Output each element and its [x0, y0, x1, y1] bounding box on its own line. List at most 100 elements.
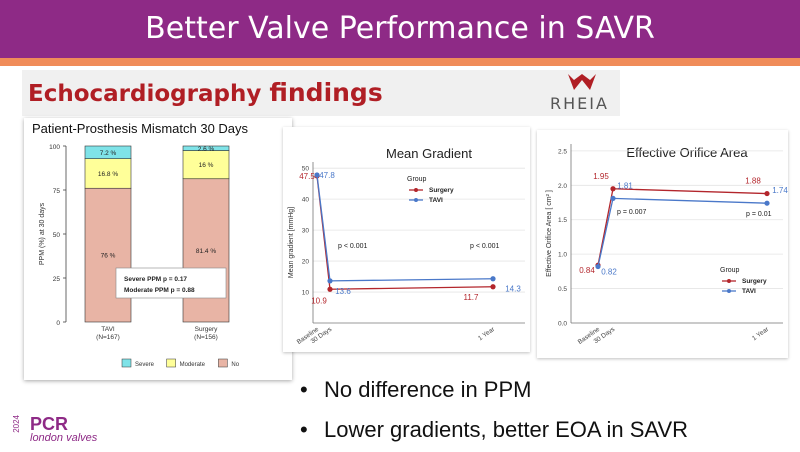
- data-point: [610, 186, 616, 192]
- y-tick-label: 0: [56, 320, 60, 327]
- ppm-bar-severe: [84, 145, 132, 159]
- pcr-logo: PCR: [30, 414, 69, 434]
- x-tick-label: 1 Year: [751, 325, 771, 342]
- eoa-chart: Effective Orifice Area 0.0 0.5 1.0 1.5 2.0 2.5…: [546, 144, 788, 346]
- eoa-panel: [537, 130, 788, 358]
- ppm-bar-severe: [182, 145, 230, 151]
- data-point: [595, 263, 601, 270]
- legend-marker: [727, 289, 731, 293]
- pvalue-annotation: p < 0.001: [470, 243, 499, 250]
- y-axis-label: PPM (%) at 30 days: [39, 202, 46, 265]
- legend-label: Moderate: [180, 362, 206, 368]
- pvalue-annotation: Severe PPM p = 0.17: [124, 276, 187, 283]
- chart-title: Mean Gradient: [386, 146, 472, 161]
- bar-value-label: 16 %: [199, 162, 214, 169]
- pcr-logo-subtitle: london valves: [30, 432, 98, 444]
- value-label: 1.88: [745, 177, 761, 186]
- value-label: 14.3: [505, 285, 521, 294]
- rheia-logo-icon: [568, 74, 596, 90]
- value-label: 1.81: [617, 181, 633, 190]
- ppm-chart-title: Patient-Prosthesis Mismatch 30 Days: [32, 121, 249, 136]
- y-tick-label: 20: [302, 259, 310, 266]
- pvalue-annotation: p < 0.001: [338, 243, 367, 250]
- value-label: 13.6: [335, 287, 351, 296]
- heading-part1: Echocardiography: [28, 81, 262, 107]
- data-point: [314, 172, 320, 178]
- value-label: 0.82: [601, 268, 617, 277]
- y-tick-label: 1.0: [558, 252, 567, 259]
- y-tick-label: 10: [302, 290, 310, 297]
- bullet-item: • No difference in PPM: [300, 372, 688, 412]
- bar-value-label: 2.6 %: [198, 146, 215, 153]
- legend-label: No: [231, 362, 239, 368]
- heading-box: [22, 70, 620, 116]
- ppm-bar-moderate: [84, 158, 132, 189]
- bullet-text: No difference in PPM: [324, 377, 532, 402]
- legend-label: Severe: [135, 362, 155, 368]
- bar-value-label: 81.4 %: [196, 248, 216, 255]
- x-category-label: Surgery: [195, 326, 219, 333]
- accent-line: [0, 58, 800, 66]
- chart-title: Effective Orifice Area: [626, 145, 748, 160]
- legend-marker: [414, 188, 418, 192]
- y-tick-label: 75: [53, 188, 61, 195]
- heading-part2: findings: [269, 78, 383, 107]
- bar-value-label: 16.8 %: [98, 171, 118, 178]
- y-tick-label: 25: [53, 276, 61, 283]
- series-line-surgery: [316, 175, 494, 290]
- legend-label: Surgery: [742, 278, 767, 285]
- y-axis-label: Effective Orifice Area [ cm² ]: [546, 190, 553, 277]
- y-tick-label: 2.0: [558, 183, 567, 190]
- y-tick-label: 50: [302, 166, 310, 173]
- bullet-dot: •: [300, 417, 308, 442]
- x-category-label: TAVI: [101, 326, 115, 333]
- legend-swatch: [121, 358, 132, 368]
- y-tick-label: 100: [49, 144, 60, 151]
- pvalue-box: [115, 267, 227, 299]
- x-tick-label: 1 Year: [477, 325, 497, 342]
- y-tick-label: 40: [302, 197, 310, 204]
- x-category-n: (N=156): [194, 334, 218, 341]
- legend-marker: [727, 279, 731, 283]
- bullet-dot: •: [300, 377, 308, 402]
- y-tick-label: 0.5: [558, 286, 567, 293]
- legend-title: Group: [407, 176, 427, 183]
- y-tick-label: 1.5: [558, 217, 567, 224]
- y-axis-label: Mean gradient [mmHg]: [288, 207, 295, 278]
- ppm-bar-no: [84, 187, 132, 323]
- value-label: 0.84: [579, 266, 595, 275]
- y-tick-label: 50: [53, 232, 61, 239]
- y-tick-label: 0.0: [558, 321, 567, 328]
- bar-value-label: 76 %: [101, 253, 116, 260]
- value-label: 47.8: [319, 171, 335, 180]
- data-point: [610, 195, 616, 201]
- data-point: [764, 200, 770, 206]
- value-label: 10.9: [311, 296, 327, 305]
- x-category-n: (N=167): [96, 334, 120, 341]
- value-label: 1.74: [772, 186, 788, 195]
- legend-label: Surgery: [429, 187, 454, 194]
- value-label: 11.7: [464, 293, 480, 302]
- y-tick-label: 2.5: [558, 148, 567, 155]
- legend-swatch: [166, 358, 176, 368]
- data-point: [327, 286, 333, 292]
- title-banner: [0, 0, 800, 58]
- data-point: [490, 284, 496, 290]
- ppm-chart: 0 25 50 75 100 PPM (%) at 30 days 76 % 16.8 % 7.…: [39, 144, 264, 368]
- bullet-list: • No difference in PPM • Lower gradients, …: [300, 372, 688, 452]
- legend-title: Group: [720, 267, 740, 274]
- legend-label: TAVI: [742, 288, 756, 295]
- mean-gradient-chart: Mean Gradient 10 20 30 40 50 Mean gradient [mm…: [288, 146, 525, 346]
- y-tick-label: 30: [302, 228, 310, 235]
- pvalue-annotation: Moderate PPM p = 0.88: [124, 287, 195, 294]
- value-label: 1.95: [593, 172, 609, 181]
- legend-label: TAVI: [429, 197, 443, 204]
- rheia-wordmark: RHEIA: [550, 94, 609, 113]
- legend-swatch: [218, 358, 228, 368]
- logo-year: 2024: [12, 415, 21, 433]
- legend-marker: [414, 198, 418, 202]
- bar-value-label: 7.2 %: [100, 150, 117, 157]
- bullet-item: • Lower gradients, better EOA in SAVR: [300, 412, 688, 452]
- ppm-bar-moderate: [182, 150, 230, 180]
- series-line-tavi: [316, 174, 494, 282]
